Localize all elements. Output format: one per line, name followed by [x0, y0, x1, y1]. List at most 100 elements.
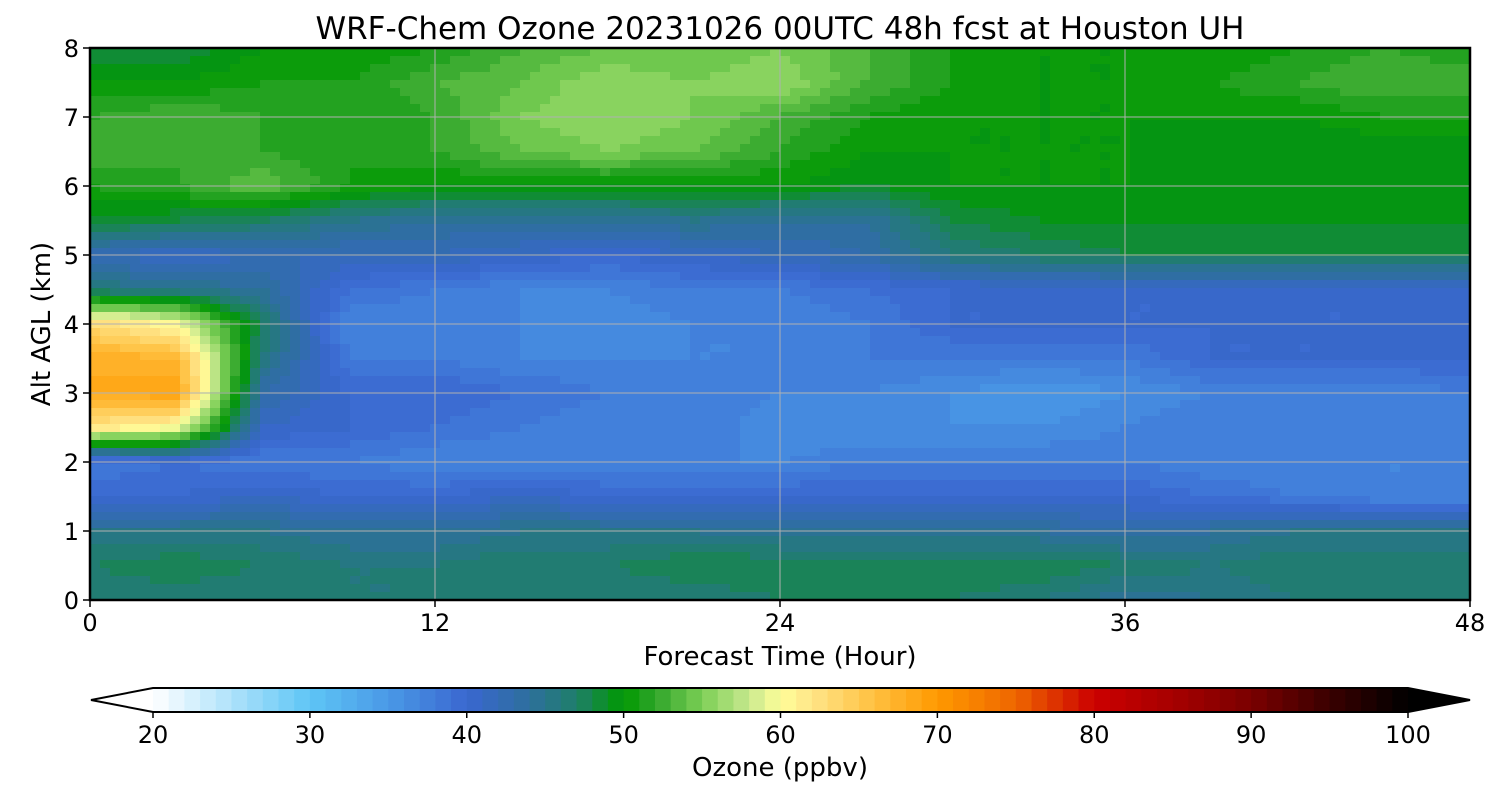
ozone-cell	[670, 152, 681, 161]
ozone-cell	[740, 208, 751, 217]
ozone-cell	[1210, 328, 1221, 337]
ozone-cell	[970, 240, 981, 249]
ozone-cell	[1150, 184, 1161, 193]
ozone-cell	[1090, 112, 1101, 121]
ozone-cell	[610, 224, 621, 233]
ozone-cell	[1410, 80, 1421, 89]
ozone-cell	[1280, 312, 1291, 321]
ozone-cell	[340, 168, 351, 177]
ozone-cell	[970, 328, 981, 337]
ozone-cell	[90, 192, 101, 201]
ozone-cell	[1130, 200, 1141, 209]
ozone-cell	[740, 112, 751, 121]
ozone-cell	[910, 152, 921, 161]
ozone-cell	[770, 280, 781, 289]
ozone-cell	[800, 224, 811, 233]
ozone-cell	[610, 272, 621, 281]
ozone-cell	[650, 128, 661, 137]
ozone-cell	[590, 280, 601, 289]
ozone-cell	[830, 328, 841, 337]
ozone-cell	[490, 280, 501, 289]
ozone-cell	[450, 304, 461, 313]
ozone-cell	[210, 72, 221, 81]
ozone-cell	[860, 264, 871, 273]
ozone-cell	[400, 296, 411, 305]
ozone-cell	[650, 176, 661, 185]
ozone-cell	[930, 176, 941, 185]
ozone-cell	[670, 128, 681, 137]
ozone-cell	[190, 248, 201, 257]
ozone-cell	[370, 240, 381, 249]
ozone-cell	[480, 120, 491, 129]
ozone-cell	[540, 56, 551, 65]
ozone-cell	[1110, 56, 1121, 65]
ozone-cell	[420, 256, 431, 265]
ozone-cell	[180, 264, 191, 273]
ozone-cell	[1430, 304, 1441, 313]
ozone-cell	[1030, 304, 1041, 313]
ozone-cell	[810, 80, 821, 89]
ozone-cell	[300, 208, 311, 217]
ozone-cell	[250, 120, 261, 129]
ozone-cell	[1420, 160, 1431, 169]
ozone-cell	[590, 248, 601, 257]
ozone-cell	[1440, 128, 1451, 137]
ozone-cell	[570, 208, 581, 217]
ozone-cell	[480, 200, 491, 209]
ozone-cell	[190, 168, 201, 177]
ozone-cell	[570, 56, 581, 65]
ozone-cell	[540, 176, 551, 185]
ozone-cell	[1220, 288, 1231, 297]
ozone-cell	[1070, 272, 1081, 281]
ozone-cell	[840, 152, 851, 161]
ozone-cell	[780, 144, 791, 153]
ozone-cell	[1290, 304, 1301, 313]
ozone-cell	[610, 216, 621, 225]
ozone-cell	[1010, 112, 1021, 121]
ozone-cell	[650, 304, 661, 313]
ozone-cell	[140, 120, 151, 129]
ozone-cell	[1080, 64, 1091, 73]
ozone-cell	[710, 48, 721, 57]
ozone-cell	[1250, 328, 1261, 337]
ozone-cell	[250, 152, 261, 161]
ozone-cell	[1200, 112, 1211, 121]
ozone-cell	[940, 304, 951, 313]
ozone-cell	[350, 144, 361, 153]
ozone-cell	[420, 232, 431, 241]
ozone-cell	[1020, 96, 1031, 105]
ozone-cell	[170, 112, 181, 121]
ozone-cell	[140, 248, 151, 257]
ozone-cell	[1310, 272, 1321, 281]
ozone-cell	[770, 296, 781, 305]
ozone-cell	[1220, 176, 1231, 185]
ozone-cell	[790, 56, 801, 65]
ozone-cell	[730, 120, 741, 129]
ozone-cell	[330, 144, 341, 153]
ozone-cell	[890, 264, 901, 273]
ozone-cell	[400, 56, 411, 65]
ozone-cell	[750, 312, 761, 321]
ozone-cell	[810, 312, 821, 321]
ozone-cell	[450, 160, 461, 169]
ozone-cell	[1180, 288, 1191, 297]
ozone-cell	[1020, 144, 1031, 153]
ozone-cell	[150, 96, 161, 105]
ozone-cell	[1380, 160, 1391, 169]
ozone-cell	[1040, 168, 1051, 177]
ozone-cell	[400, 248, 411, 257]
ozone-cell	[860, 104, 871, 113]
ozone-cell	[310, 144, 321, 153]
ozone-cell	[1420, 200, 1431, 209]
ozone-cell	[110, 104, 121, 113]
ozone-cell	[620, 256, 631, 265]
ozone-cell	[700, 112, 711, 121]
ozone-cell	[1230, 72, 1241, 81]
ozone-cell	[1050, 224, 1061, 233]
ozone-cell	[1020, 72, 1031, 81]
ozone-cell	[1060, 184, 1071, 193]
ozone-cell	[840, 216, 851, 225]
ozone-cell	[520, 224, 531, 233]
ozone-cell	[480, 96, 491, 105]
ozone-cell	[650, 48, 661, 57]
